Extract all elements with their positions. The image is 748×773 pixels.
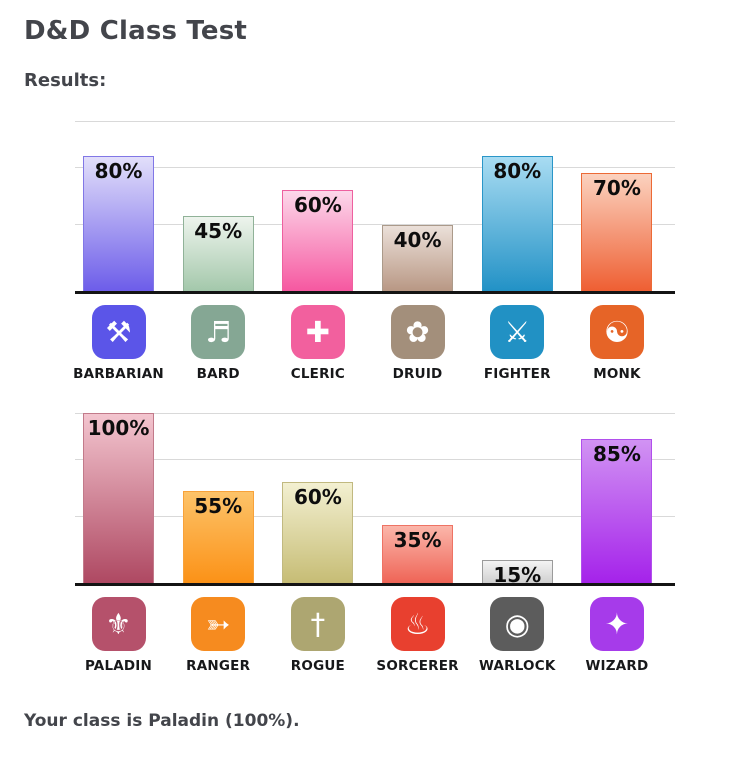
page-title: D&D Class Test bbox=[24, 16, 248, 46]
bar-ranger: 55% bbox=[182, 490, 254, 586]
bow-arrow-icon: ➳ bbox=[191, 597, 246, 651]
bar-value-label: 35% bbox=[393, 528, 442, 553]
lyre-glyph: ♬ bbox=[205, 314, 232, 349]
dagger-key-icon: † bbox=[290, 597, 345, 651]
bar-value-label: 60% bbox=[293, 485, 342, 510]
class-column-barbarian: ⚒ BARBARIAN bbox=[73, 305, 164, 382]
spellbook-glyph: ✦ bbox=[604, 606, 630, 641]
bar-barbarian: 80% bbox=[83, 155, 154, 294]
bar-paladin: 100% bbox=[83, 413, 154, 586]
result-summary: Your class is Paladin (100%). bbox=[24, 711, 300, 731]
class-label-rogue: ROGUE bbox=[290, 658, 345, 674]
class-column-warlock: ◉ WARLOCK bbox=[479, 597, 556, 674]
dagger-key-glyph: † bbox=[310, 606, 326, 641]
bar-bard: 45% bbox=[182, 216, 254, 294]
class-column-druid: ✿ DRUID bbox=[382, 305, 453, 382]
bar-wizard: 85% bbox=[581, 438, 653, 586]
class-label-paladin: PALADIN bbox=[84, 658, 153, 674]
bar-monk: 70% bbox=[581, 172, 653, 294]
class-column-wizard: ✦ WIZARD bbox=[581, 597, 652, 674]
bar-value-label: 80% bbox=[493, 158, 542, 183]
gridline-40 bbox=[75, 224, 675, 225]
crossed-swords-icon: ⚔ bbox=[490, 305, 545, 359]
bar-value-label: 45% bbox=[194, 219, 243, 244]
bar-value-label: 40% bbox=[393, 227, 442, 252]
class-label-barbarian: BARBARIAN bbox=[73, 366, 164, 382]
flame-icon: ♨ bbox=[390, 597, 445, 651]
results-heading: Results: bbox=[24, 70, 107, 91]
bar-value-label: 60% bbox=[293, 193, 342, 218]
fist-glyph: ☯ bbox=[603, 314, 630, 349]
gridline-70 bbox=[75, 167, 675, 168]
class-column-monk: ☯ MONK bbox=[581, 305, 652, 382]
bar-warlock: 15% bbox=[481, 560, 553, 587]
fist-icon: ☯ bbox=[589, 305, 644, 359]
bar-value-label: 100% bbox=[87, 416, 150, 440]
class-label-warlock: WARLOCK bbox=[479, 658, 556, 674]
paw-glyph: ✿ bbox=[405, 314, 430, 349]
class-label-druid: DRUID bbox=[392, 366, 443, 382]
class-label-bard: BARD bbox=[196, 366, 240, 382]
class-label-wizard: WIZARD bbox=[585, 658, 649, 674]
class-label-fighter: FIGHTER bbox=[483, 366, 551, 382]
icon-row-1: ⚒ BARBARIAN ♬ BARD ✚ CLERIC ✿ DRUID ⚔ FI… bbox=[73, 305, 675, 382]
class-label-sorcerer: SORCERER bbox=[376, 658, 459, 674]
winged-helmet-icon: ⚜ bbox=[91, 597, 146, 651]
axe-glyph: ⚒ bbox=[105, 314, 132, 349]
class-label-ranger: RANGER bbox=[186, 658, 251, 674]
bar-druid: 40% bbox=[382, 224, 454, 294]
class-column-paladin: ⚜ PALADIN bbox=[83, 597, 154, 674]
class-column-cleric: ✚ CLERIC bbox=[282, 305, 353, 382]
gridline-100 bbox=[75, 121, 675, 122]
bar-value-label: 70% bbox=[593, 175, 641, 200]
spellbook-icon: ✦ bbox=[589, 597, 644, 651]
lyre-icon: ♬ bbox=[191, 305, 246, 359]
holy-cross-glyph: ✚ bbox=[305, 314, 331, 349]
class-column-fighter: ⚔ FIGHTER bbox=[482, 305, 553, 382]
flame-glyph: ♨ bbox=[404, 606, 431, 641]
bar-sorcerer: 35% bbox=[382, 525, 454, 586]
class-column-rogue: † ROGUE bbox=[282, 597, 353, 674]
chart-row-1: 80% 45% 60% 40% 80% 70% bbox=[75, 121, 675, 294]
winged-helmet-glyph: ⚜ bbox=[105, 606, 132, 641]
class-label-cleric: CLERIC bbox=[290, 366, 345, 382]
bar-value-label: 80% bbox=[94, 158, 143, 183]
chart-row-2: 100% 55% 60% 35% 15% 85% bbox=[75, 413, 675, 587]
x-axis-line bbox=[75, 583, 675, 586]
bow-arrow-glyph: ➳ bbox=[206, 606, 231, 641]
class-column-ranger: ➳ RANGER bbox=[183, 597, 254, 674]
bar-rogue: 60% bbox=[282, 482, 354, 586]
paw-icon: ✿ bbox=[390, 305, 445, 359]
bar-fighter: 80% bbox=[481, 155, 553, 294]
eye-icon: ◉ bbox=[490, 597, 545, 651]
class-column-bard: ♬ BARD bbox=[183, 305, 254, 382]
eye-glyph: ◉ bbox=[504, 606, 530, 641]
holy-cross-icon: ✚ bbox=[290, 305, 345, 359]
gridline-70 bbox=[75, 459, 675, 460]
bar-cleric: 60% bbox=[282, 190, 354, 294]
bar-value-label: 85% bbox=[593, 441, 641, 466]
gridline-40 bbox=[75, 516, 675, 517]
x-axis-line bbox=[75, 291, 675, 294]
crossed-swords-glyph: ⚔ bbox=[504, 314, 531, 349]
axe-icon: ⚒ bbox=[91, 305, 146, 359]
class-column-sorcerer: ♨ SORCERER bbox=[376, 597, 459, 674]
bar-value-label: 55% bbox=[194, 493, 243, 518]
class-label-monk: MONK bbox=[593, 366, 641, 382]
gridline-100 bbox=[75, 413, 675, 414]
icon-row-2: ⚜ PALADIN ➳ RANGER † ROGUE ♨ SORCERER ◉ … bbox=[75, 597, 675, 674]
